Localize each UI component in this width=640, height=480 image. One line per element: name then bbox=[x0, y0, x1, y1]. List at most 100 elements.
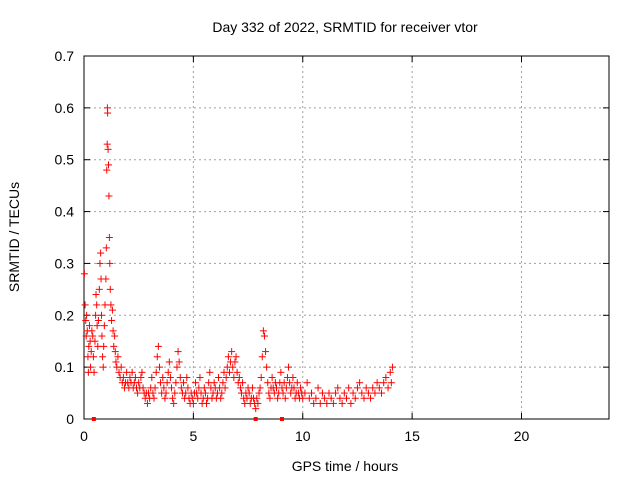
y-tick-label: 0.3 bbox=[55, 255, 75, 271]
data-point bbox=[245, 389, 253, 397]
data-point bbox=[159, 374, 167, 382]
data-point bbox=[286, 379, 294, 387]
data-point bbox=[312, 394, 320, 402]
data-point bbox=[105, 161, 112, 169]
data-point bbox=[137, 374, 145, 382]
data-point bbox=[189, 399, 197, 407]
data-point bbox=[196, 374, 204, 382]
data-point bbox=[229, 363, 237, 371]
data-point bbox=[336, 394, 344, 402]
data-point bbox=[93, 322, 101, 330]
data-point bbox=[253, 394, 261, 402]
data-point bbox=[134, 389, 142, 397]
data-point bbox=[388, 363, 396, 371]
plot-frame bbox=[83, 55, 610, 420]
data-point bbox=[148, 374, 156, 382]
data-point bbox=[108, 316, 116, 324]
data-point bbox=[143, 399, 151, 407]
data-point bbox=[99, 363, 107, 371]
data-point bbox=[308, 389, 315, 397]
data-point bbox=[90, 368, 98, 376]
data-point bbox=[138, 368, 146, 376]
data-point bbox=[380, 379, 388, 387]
data-point bbox=[83, 311, 91, 319]
data-point bbox=[281, 394, 289, 402]
data-point bbox=[162, 389, 170, 397]
data-point bbox=[89, 332, 97, 340]
data-point bbox=[169, 394, 177, 402]
data-point bbox=[102, 244, 110, 252]
axis-marker bbox=[91, 417, 96, 421]
data-point bbox=[170, 399, 178, 407]
data-point bbox=[151, 384, 159, 392]
data-point bbox=[260, 332, 268, 340]
data-point bbox=[101, 301, 109, 309]
data-point bbox=[111, 348, 119, 356]
data-point bbox=[219, 379, 227, 387]
data-point bbox=[107, 301, 115, 309]
data-point bbox=[362, 384, 370, 392]
data-point bbox=[231, 358, 239, 366]
data-point bbox=[115, 368, 123, 376]
data-point bbox=[96, 259, 104, 267]
data-point bbox=[94, 316, 102, 324]
data-point bbox=[353, 384, 361, 392]
data-point bbox=[85, 342, 93, 350]
data-point bbox=[356, 379, 364, 387]
data-point bbox=[106, 259, 114, 267]
data-point bbox=[192, 379, 200, 387]
data-point bbox=[92, 291, 100, 299]
data-point bbox=[165, 358, 173, 366]
data-point bbox=[222, 374, 230, 382]
data-point bbox=[364, 389, 372, 397]
data-point bbox=[228, 348, 236, 356]
data-point bbox=[347, 399, 355, 407]
data-point bbox=[180, 379, 188, 387]
y-tick-label: 0.5 bbox=[55, 152, 75, 168]
data-point bbox=[163, 379, 171, 387]
data-point bbox=[82, 332, 90, 340]
data-point bbox=[266, 394, 274, 402]
data-points bbox=[80, 104, 396, 421]
data-point bbox=[109, 327, 117, 335]
data-point bbox=[256, 384, 264, 392]
data-point bbox=[175, 358, 183, 366]
data-point bbox=[360, 394, 368, 402]
data-point bbox=[293, 379, 301, 387]
data-point bbox=[373, 379, 381, 387]
data-point bbox=[128, 368, 136, 376]
axis-ticks: 0 0.1 0.2 0.3 0.4 0.5 0.6 0.7 0 5 10 15 20 bbox=[55, 48, 609, 444]
data-point bbox=[318, 389, 326, 397]
data-point bbox=[92, 311, 100, 319]
data-point bbox=[91, 337, 99, 345]
data-point bbox=[110, 342, 118, 350]
x-tick-label: 20 bbox=[514, 428, 530, 444]
data-point bbox=[95, 285, 103, 293]
data-point bbox=[274, 394, 282, 402]
data-point bbox=[114, 353, 122, 361]
data-point bbox=[206, 368, 214, 376]
data-point bbox=[386, 368, 394, 376]
data-point bbox=[378, 389, 385, 397]
data-point bbox=[176, 374, 184, 382]
data-point bbox=[279, 389, 287, 397]
data-point bbox=[201, 389, 209, 397]
data-point bbox=[153, 353, 161, 361]
data-point bbox=[160, 384, 168, 392]
y-tick-label: 0.4 bbox=[55, 204, 75, 220]
data-point bbox=[184, 384, 192, 392]
data-point bbox=[349, 389, 357, 397]
data-point bbox=[262, 348, 270, 356]
data-point bbox=[358, 389, 366, 397]
data-point bbox=[290, 384, 298, 392]
x-tick-label: 5 bbox=[189, 428, 197, 444]
y-tick-label: 0 bbox=[66, 411, 74, 427]
axis-marker bbox=[253, 417, 258, 421]
data-point bbox=[351, 394, 359, 402]
data-point bbox=[327, 394, 335, 402]
data-point bbox=[150, 394, 158, 402]
data-point bbox=[99, 353, 107, 361]
data-point bbox=[149, 389, 157, 397]
data-point bbox=[252, 405, 260, 413]
